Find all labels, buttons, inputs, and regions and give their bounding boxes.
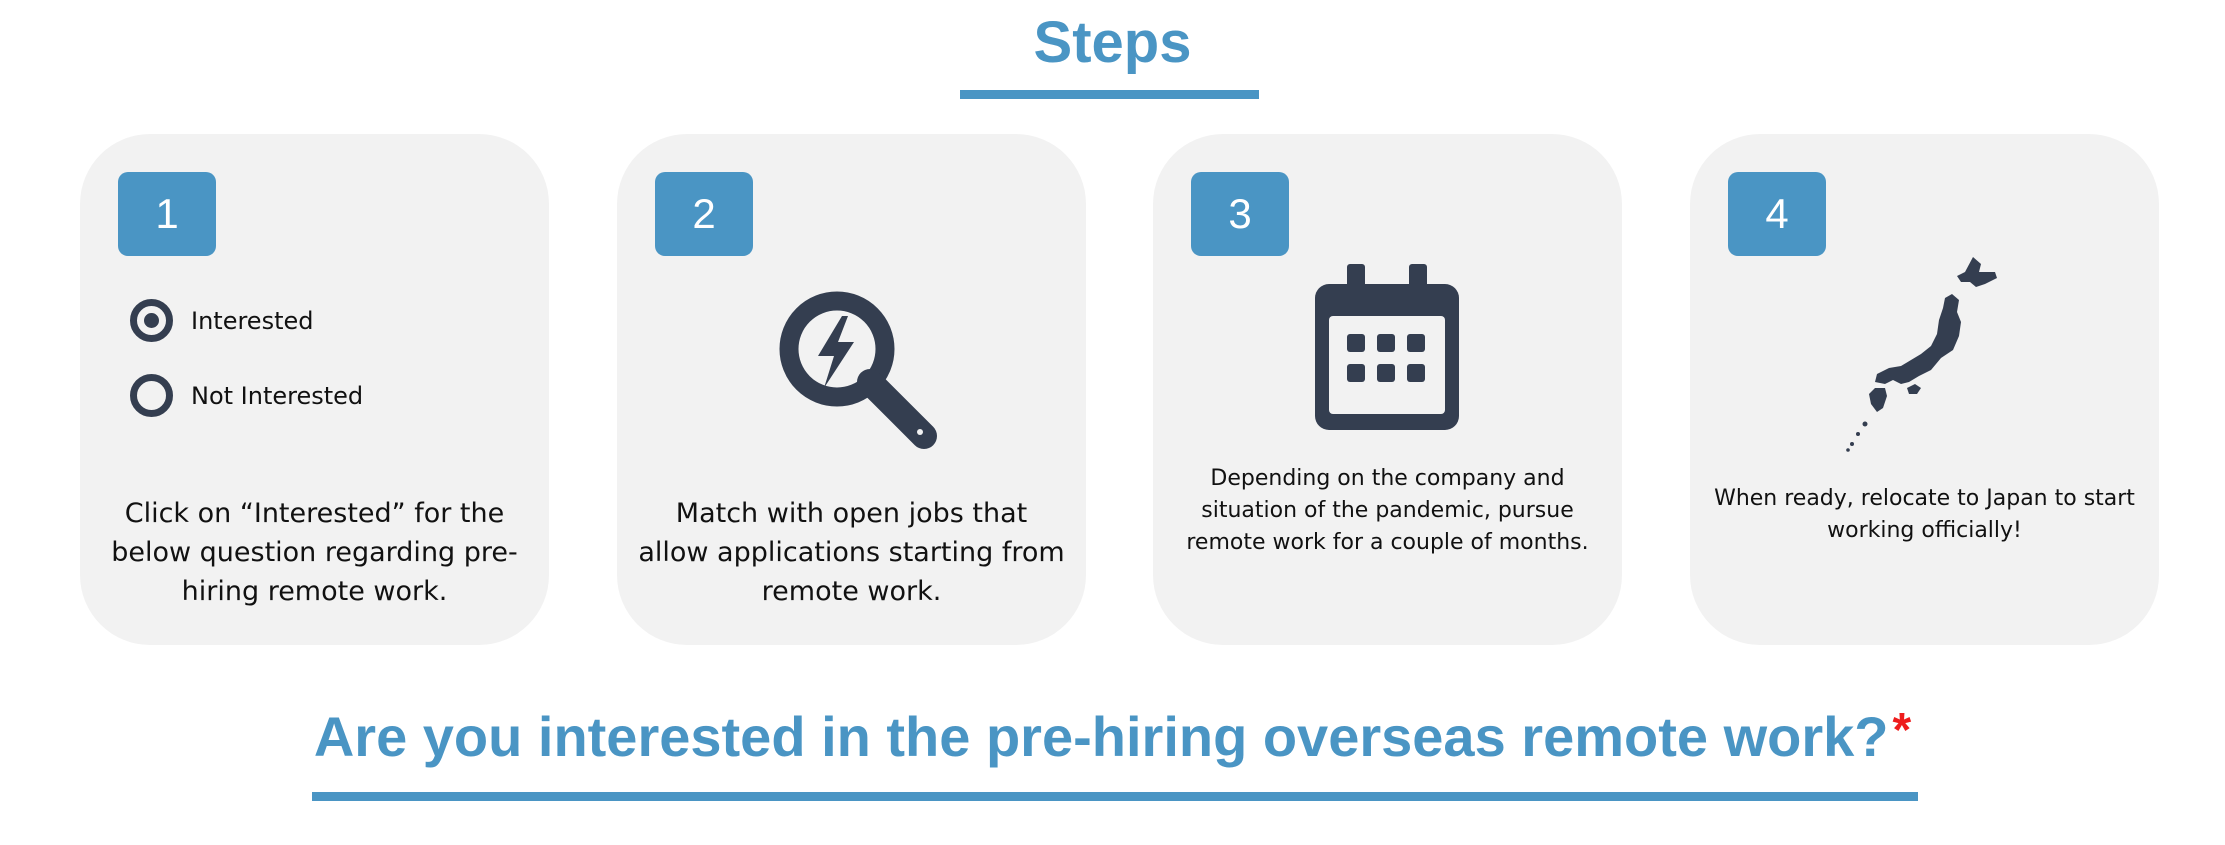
step-number-badge: 2	[655, 172, 753, 256]
calendar-icon	[1315, 264, 1459, 430]
radio-checked-icon[interactable]	[130, 299, 173, 342]
radio-option-label: Interested	[191, 306, 314, 335]
radio-option-label: Not Interested	[191, 381, 364, 410]
step-description: Match with open jobs that allow applicat…	[638, 498, 1065, 607]
step-description: When ready, relocate to Japan to start w…	[1714, 486, 2135, 543]
search-lightning-icon	[779, 291, 937, 449]
step-card-1: 1 Interested Not Interested Click on “In…	[80, 134, 549, 645]
step-number-badge: 4	[1728, 172, 1826, 256]
radio-option-interested[interactable]: Interested	[130, 299, 313, 342]
step-number-badge: 1	[118, 172, 216, 256]
page-title: Steps	[1033, 10, 1192, 75]
required-marker: *	[1892, 704, 1912, 757]
step-card-2: 2 Match with open jobs that allow applic…	[617, 134, 1086, 645]
question-text: Are you interested in the pre-hiring ove…	[313, 705, 1889, 768]
step-description: Click on “Interested” for the below ques…	[111, 498, 518, 607]
question-heading: Are you interested in the pre-hiring ove…	[0, 702, 2225, 772]
radio-unchecked-icon[interactable]	[130, 374, 173, 417]
step-card-4: 4 When ready, relocate to Japan to start…	[1690, 134, 2159, 645]
question-underline	[312, 792, 1918, 801]
step-number-badge: 3	[1191, 172, 1289, 256]
step-description: Depending on the company and situation o…	[1186, 466, 1589, 555]
japan-map-icon	[1846, 257, 1997, 452]
radio-option-not-interested[interactable]: Not Interested	[130, 374, 363, 417]
title-underline	[960, 90, 1259, 99]
step-card-3: 3 Depending on the company and situation…	[1153, 134, 1622, 645]
